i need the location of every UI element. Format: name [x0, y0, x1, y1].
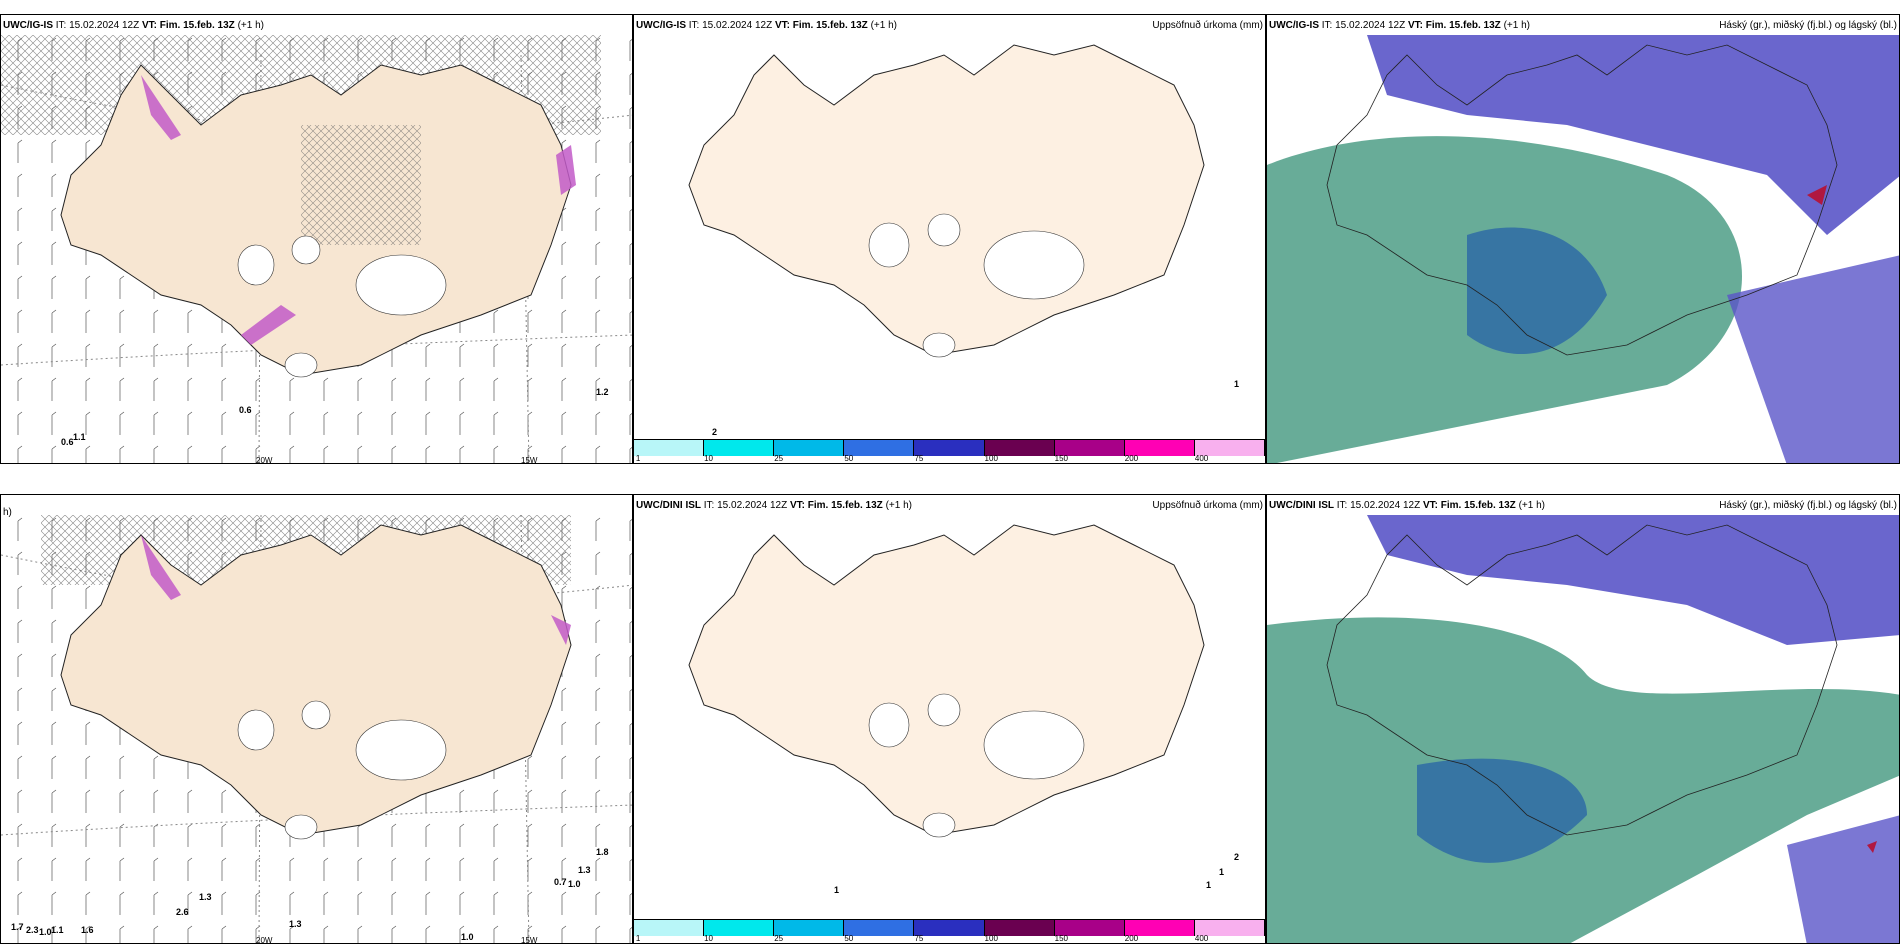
legend-tick: 75	[914, 934, 924, 943]
legend-swatch	[704, 440, 775, 456]
svg-text:2: 2	[712, 427, 717, 437]
panel-title: Háský (gr.), miðský (fj.bl.) og lágský (…	[1719, 20, 1897, 31]
svg-text:1: 1	[1219, 867, 1224, 877]
legend-swatch	[1124, 920, 1195, 936]
legend-swatch	[1194, 440, 1265, 456]
panel-header: UWC/IG-IS IT: 15.02.2024 12Z VT: Fim. 15…	[636, 20, 897, 31]
legend-tick: 1	[635, 934, 641, 943]
svg-text:1.3: 1.3	[289, 919, 302, 929]
svg-text:1.1: 1.1	[73, 432, 86, 442]
wind-precip-map: 0.6 0.6 1.1 1.2	[1, 35, 632, 463]
legend-swatch	[844, 440, 915, 456]
legend-swatch	[844, 920, 915, 936]
legend-tick: 100	[984, 934, 998, 943]
panel-header: UWC/DINI ISL IT: 15.02.2024 12Z VT: Fim.…	[1269, 500, 1545, 511]
legend-tick: 150	[1054, 934, 1069, 943]
legend-swatch	[774, 920, 845, 936]
legend-tick: 400	[1194, 454, 1209, 463]
precipitation-map: 1 2 1 1	[688, 524, 1239, 895]
svg-text:1.6: 1.6	[81, 925, 94, 935]
legend-swatch	[984, 920, 1055, 936]
legend-tick: 10	[704, 454, 714, 463]
legend-swatch	[704, 920, 775, 936]
lon-label-20w: 20W	[256, 456, 273, 464]
svg-text:1: 1	[1234, 379, 1239, 389]
lon-label-15w: 15W	[521, 456, 538, 464]
panel-top-left: UWC/IG-IS IT: 15.02.2024 12Z VT: Fim. 15…	[0, 14, 633, 464]
svg-text:2.3: 2.3	[26, 925, 39, 935]
legend-tick: 50	[844, 934, 854, 943]
panel-header: UWC/IG-IS IT: 15.02.2024 12Z VT: Fim. 15…	[3, 20, 264, 31]
precipitation-map: 2 1	[688, 44, 1239, 437]
svg-text:1.3: 1.3	[578, 865, 591, 875]
svg-text:1.2: 1.2	[596, 387, 609, 397]
legend-swatch	[914, 440, 985, 456]
panel-header: UWC/DINI ISL IT: 15.02.2024 12Z VT: Fim.…	[636, 500, 912, 511]
panel-title: Háský (gr.), miðský (fj.bl.) og lágský (…	[1719, 500, 1897, 511]
legend-tick: 10	[704, 934, 714, 943]
svg-text:0.7: 0.7	[554, 877, 567, 887]
legend-swatch	[984, 440, 1055, 456]
panel-top-right: UWC/IG-IS IT: 15.02.2024 12Z VT: Fim. 15…	[1266, 14, 1900, 464]
panel-bottom-middle: UWC/DINI ISL IT: 15.02.2024 12Z VT: Fim.…	[633, 494, 1266, 944]
precipitation-legend: 1 10 25 50 75 100 150 200 400	[634, 919, 1265, 943]
legend-tick: 200	[1124, 454, 1139, 463]
legend-swatch	[1124, 440, 1195, 456]
legend-swatch	[1054, 440, 1125, 456]
svg-text:1.0: 1.0	[568, 879, 581, 889]
panel-title: Uppsöfnuð úrkoma (mm)	[1152, 500, 1263, 511]
legend-tick: 400	[1194, 934, 1209, 943]
legend-swatch	[1054, 920, 1125, 936]
lon-label-20w: 20W	[256, 936, 273, 944]
panel-header: UWC/IG-IS IT: 15.02.2024 12Z VT: Fim. 15…	[1269, 20, 1530, 31]
panel-bottom-left: h) 1.7 2.3 1.0 1.1 1.6 2.6 1.3 1.3 1.0 0…	[0, 494, 633, 944]
cloud-map	[1267, 515, 1899, 943]
svg-text:2.6: 2.6	[176, 907, 189, 917]
legend-tick: 100	[984, 454, 998, 463]
svg-text:1.3: 1.3	[199, 892, 212, 902]
legend-tick: 25	[774, 934, 784, 943]
legend-tick: 200	[1124, 934, 1139, 943]
svg-text:1.0: 1.0	[461, 932, 474, 942]
legend-swatch	[774, 440, 845, 456]
legend-swatch	[1194, 920, 1265, 936]
panel-bottom-right: UWC/DINI ISL IT: 15.02.2024 12Z VT: Fim.…	[1266, 494, 1900, 944]
svg-text:1.1: 1.1	[51, 925, 64, 935]
legend-tick: 50	[844, 454, 854, 463]
wind-precip-map: 1.7 2.3 1.0 1.1 1.6 2.6 1.3 1.3 1.0 0.7 …	[1, 515, 632, 943]
panel-top-middle: UWC/IG-IS IT: 15.02.2024 12Z VT: Fim. 15…	[633, 14, 1266, 464]
svg-text:0.6: 0.6	[239, 405, 252, 415]
svg-text:1: 1	[1206, 880, 1211, 890]
svg-text:2: 2	[1234, 852, 1239, 862]
legend-swatch	[634, 440, 705, 456]
panel-title: Uppsöfnuð úrkoma (mm)	[1152, 20, 1263, 31]
cloud-map	[1267, 35, 1899, 463]
panel-header: h)	[3, 507, 12, 518]
legend-tick: 25	[774, 454, 784, 463]
svg-text:0.6: 0.6	[61, 437, 74, 447]
legend-swatch	[914, 920, 985, 936]
svg-text:1.7: 1.7	[11, 922, 24, 932]
precipitation-legend: 1 10 25 50 75 100 150 200 400	[634, 439, 1265, 463]
lon-label-15w: 15W	[521, 936, 538, 944]
legend-swatch	[634, 920, 705, 936]
legend-tick: 75	[914, 454, 924, 463]
svg-text:1: 1	[834, 885, 839, 895]
svg-text:1.8: 1.8	[596, 847, 609, 857]
legend-tick: 1	[635, 454, 641, 463]
svg-text:1.0: 1.0	[39, 927, 52, 937]
legend-tick: 150	[1054, 454, 1069, 463]
